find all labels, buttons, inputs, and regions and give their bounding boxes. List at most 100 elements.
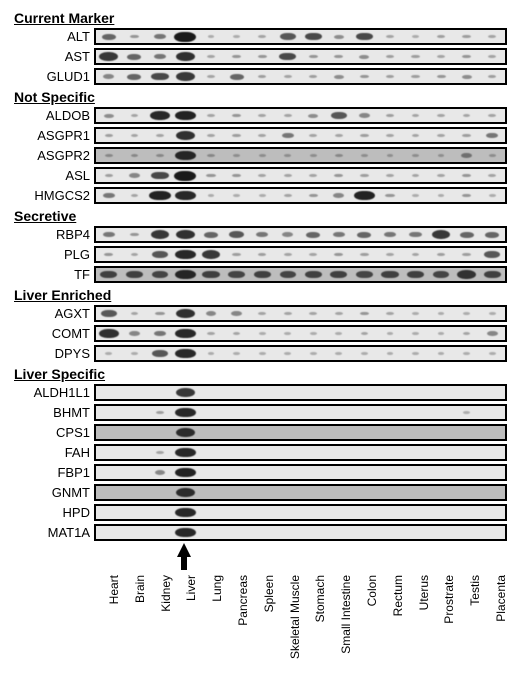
lane	[224, 526, 250, 539]
protein-label: HMGCS2	[8, 188, 94, 203]
blot-band	[437, 75, 446, 79]
lane	[96, 386, 122, 399]
blot-band	[462, 75, 472, 79]
blot-row: TF	[8, 265, 507, 284]
blot-band	[462, 134, 470, 137]
blot-band	[258, 174, 266, 177]
lane	[352, 426, 378, 439]
lane	[352, 169, 378, 182]
blot-band	[310, 154, 317, 156]
blot-band	[130, 233, 139, 237]
lane	[173, 426, 199, 439]
lane	[377, 268, 403, 281]
lane	[275, 406, 301, 419]
blot-band	[99, 52, 118, 60]
blot-band	[175, 408, 195, 417]
lane-strip	[94, 167, 507, 184]
lane	[454, 506, 480, 519]
blot-band	[412, 35, 419, 37]
lane-strip	[94, 107, 507, 124]
lane	[198, 327, 224, 340]
blot-band	[259, 352, 266, 354]
lane	[275, 526, 301, 539]
lane	[275, 169, 301, 182]
lane	[122, 30, 148, 43]
blot-row: RBP4	[8, 225, 507, 244]
blot-band	[488, 174, 496, 177]
lane	[428, 169, 454, 182]
lane	[479, 347, 505, 360]
blot-band	[305, 33, 322, 41]
blot-band	[386, 55, 394, 58]
lane	[301, 486, 327, 499]
lane-strip	[94, 28, 507, 45]
blot-band	[131, 154, 139, 157]
lane	[352, 406, 378, 419]
blot-band	[207, 114, 215, 117]
lane	[454, 446, 480, 459]
blot-band	[437, 174, 445, 177]
lane	[224, 149, 250, 162]
group-header: Not Specific	[8, 87, 507, 106]
lane	[147, 169, 173, 182]
blot-band	[284, 75, 292, 78]
lane	[301, 228, 327, 241]
lane-strip	[94, 127, 507, 144]
lane	[224, 268, 250, 281]
lane	[224, 70, 250, 83]
lane	[428, 149, 454, 162]
blot-band	[232, 174, 241, 178]
lane	[479, 386, 505, 399]
blot-band	[207, 332, 215, 335]
lane	[198, 149, 224, 162]
protein-label: TF	[8, 267, 94, 282]
tissue-label: Placenta	[481, 575, 507, 685]
lane	[122, 149, 148, 162]
lane	[479, 109, 505, 122]
lane	[301, 307, 327, 320]
lane	[377, 446, 403, 459]
blot-band	[175, 111, 196, 121]
lane	[275, 327, 301, 340]
blot-band	[258, 253, 266, 256]
lane	[352, 70, 378, 83]
blot-band	[306, 232, 320, 238]
blot-band	[207, 134, 215, 137]
blot-band	[129, 173, 140, 177]
blot-band	[331, 112, 347, 119]
lane	[122, 466, 148, 479]
lane	[326, 386, 352, 399]
lane	[122, 486, 148, 499]
blot-row: HMGCS2	[8, 186, 507, 205]
lane	[173, 446, 199, 459]
lane	[122, 526, 148, 539]
blot-band	[130, 35, 139, 39]
lane	[301, 70, 327, 83]
blot-band	[176, 52, 196, 61]
lane	[403, 526, 429, 539]
lane	[326, 248, 352, 261]
blot-band	[175, 508, 195, 517]
lane	[122, 189, 148, 202]
lane	[173, 248, 199, 261]
lane	[198, 129, 224, 142]
blot-band	[335, 352, 342, 354]
blot-band	[432, 230, 451, 238]
lane	[352, 446, 378, 459]
blot-band	[360, 174, 368, 177]
lane	[198, 347, 224, 360]
blot-row: DPYS	[8, 344, 507, 363]
lane	[249, 446, 275, 459]
lane	[301, 386, 327, 399]
lane	[275, 446, 301, 459]
lane	[428, 347, 454, 360]
lane	[479, 129, 505, 142]
blot-band	[206, 311, 217, 315]
lane	[96, 268, 122, 281]
lane	[224, 506, 250, 519]
lane	[403, 506, 429, 519]
lane	[352, 386, 378, 399]
lane	[301, 169, 327, 182]
blot-band	[335, 154, 343, 157]
lane	[479, 446, 505, 459]
